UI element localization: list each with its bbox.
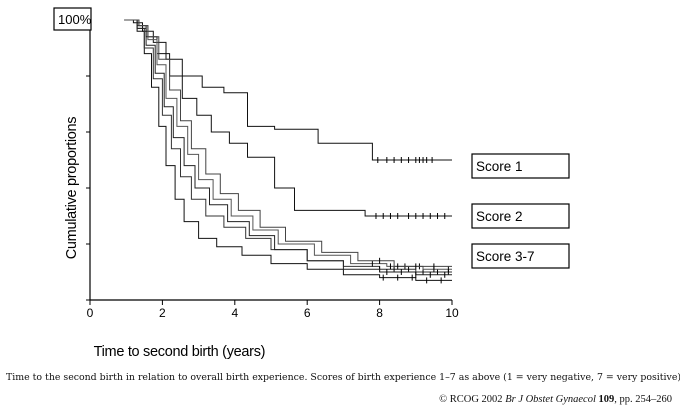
journal-name: Br J Obstet Gynaecol — [505, 394, 596, 405]
series-score-3-7-label-box — [471, 243, 570, 269]
chart-curves — [124, 19, 452, 284]
y-top-label: 100% — [58, 12, 92, 27]
series-score-3-7-label: Score 3-7 — [476, 249, 535, 264]
series-score-2-label-box — [471, 203, 570, 229]
x-tick-label: 2 — [159, 306, 166, 320]
x-tick-label: 6 — [304, 306, 311, 320]
y-axis-title: Cumulative proportions — [64, 117, 80, 260]
series-score-3-7-curve-5-line — [124, 19, 452, 267]
series-score-3-7-curve-3-line — [124, 19, 452, 276]
series-score-1-label-box — [471, 153, 570, 179]
x-axis-title: Time to second birth (years) — [94, 344, 266, 360]
x-tick-label: 10 — [445, 306, 459, 320]
series-score-3-7-curve-4-line — [124, 19, 452, 270]
journal-pages: , pp. 254–260 — [614, 394, 672, 405]
series-score-3-7-curve-2-line — [124, 19, 452, 273]
chart-axes: 0 2 4 6 8 10 — [86, 19, 459, 320]
x-tick-label: 8 — [376, 306, 383, 320]
series-score-2-label: Score 2 — [476, 209, 523, 224]
x-tick-label: 0 — [87, 306, 94, 320]
journal-volume: 109 — [598, 394, 615, 405]
series-score-1-label: Score 1 — [476, 159, 523, 174]
figure-caption: Time to the second birth in relation to … — [6, 372, 680, 383]
credit-prefix: © RCOG 2002 — [439, 394, 506, 405]
y-top-label-box — [53, 7, 92, 31]
copyright-credit: © RCOG 2002 Br J Obstet Gynaecol 109, pp… — [439, 394, 672, 405]
x-tick-label: 4 — [231, 306, 238, 320]
series-score-1-line — [124, 19, 452, 161]
series-score-3-7-curve-1-line — [124, 19, 452, 281]
chart-labels: 100% Time to second birth (years) Cumulati… — [53, 7, 570, 360]
